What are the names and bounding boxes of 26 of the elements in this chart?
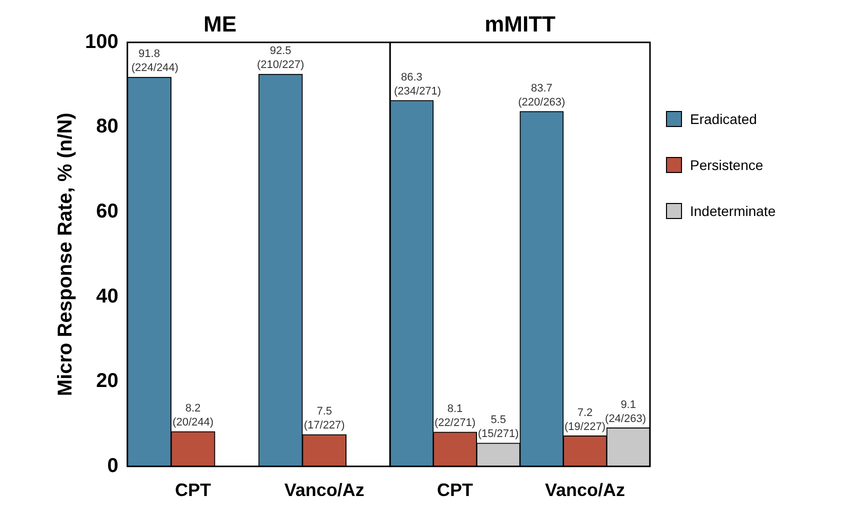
x-tick-label: CPT	[437, 480, 474, 500]
y-tick-label: 0	[107, 454, 118, 477]
data-label: 8.2 (20/244)	[172, 402, 214, 429]
y-tick-label: 60	[96, 200, 118, 223]
data-label: 9.1 (24/263)	[605, 398, 646, 425]
data-label: 7.2 (19/227)	[564, 406, 606, 433]
y-tick-label: 100	[84, 30, 118, 53]
data-label: 83.7 (220/263)	[518, 82, 566, 109]
y-tick-label: 40	[96, 285, 118, 308]
y-axis-title: Micro Response Rate, % (n/N)	[54, 112, 77, 396]
x-tick-label: Vanco/Az	[284, 480, 364, 500]
legend-label: Persistence	[690, 157, 764, 173]
data-label: 7.5 (17/227)	[304, 406, 345, 432]
data-label: 8.1 (22/271)	[434, 403, 476, 430]
chart-title: ME	[204, 11, 236, 36]
legend-label: Eradicated	[690, 111, 757, 127]
data-label: 5.5 (15/271)	[478, 414, 519, 440]
chart-title: mMITT	[484, 11, 556, 36]
data-label: 92.5 (210/227)	[257, 45, 304, 72]
data-label: 91.8 (224/244)	[131, 48, 178, 74]
y-tick-label: 80	[96, 116, 118, 138]
data-label: 86.3 (234/271)	[394, 71, 442, 98]
x-tick-label: CPT	[175, 480, 212, 500]
legend-label: Indeterminate	[690, 203, 776, 219]
x-tick-label: Vanco/Az	[544, 480, 626, 500]
y-tick-label: 20	[96, 370, 118, 392]
